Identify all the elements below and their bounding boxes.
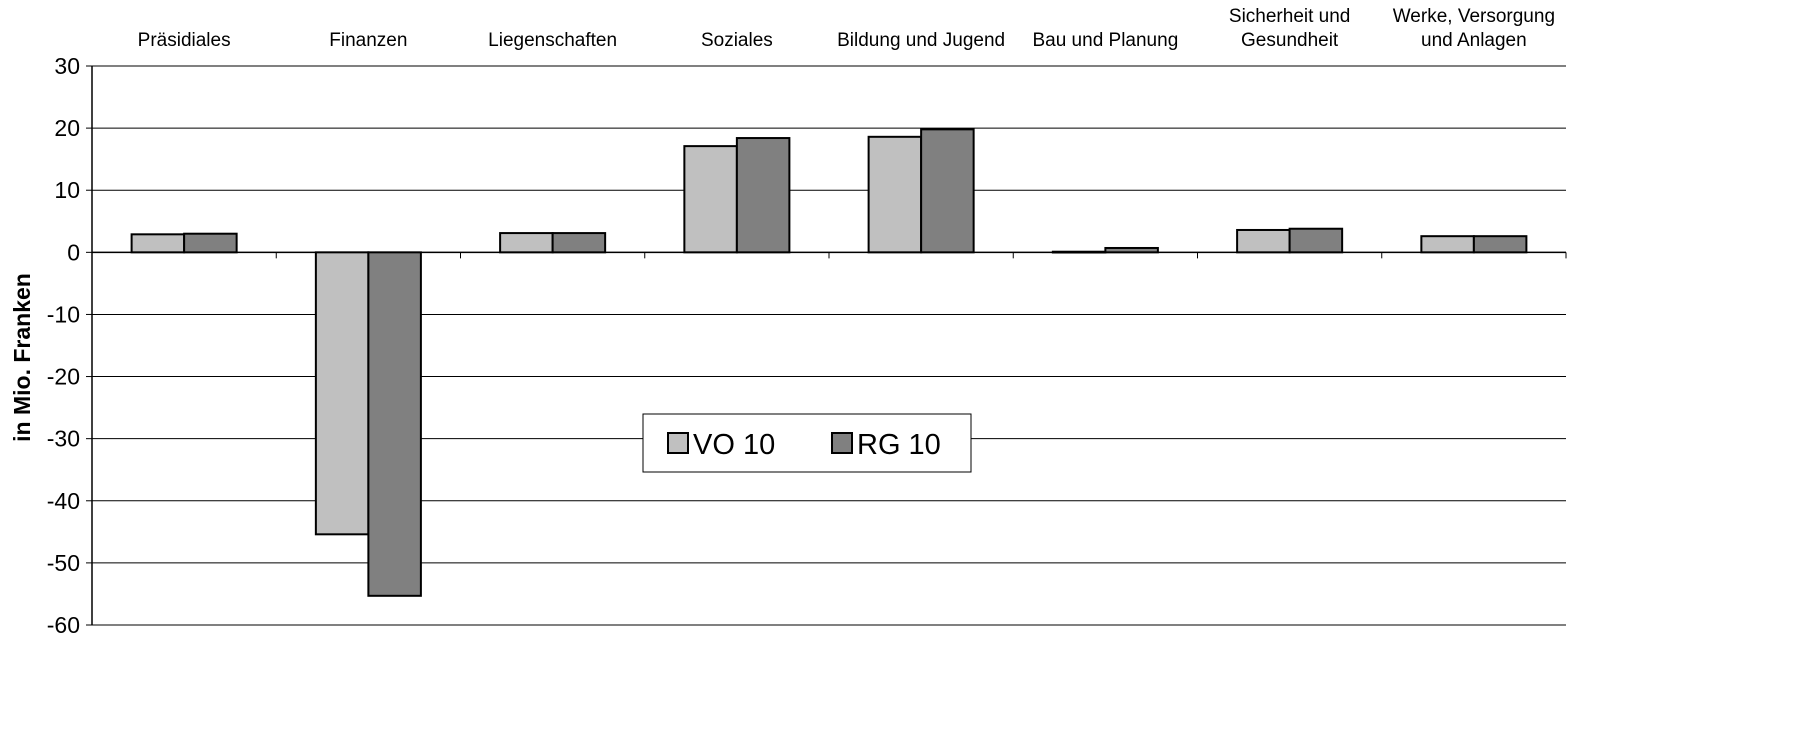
bar	[183, 232, 238, 254]
y-tick-label: -60	[47, 612, 80, 638]
y-tick-label: 30	[54, 53, 80, 79]
bar	[683, 145, 738, 254]
bar	[1288, 227, 1344, 254]
bar	[920, 128, 975, 254]
y-tick-label: -20	[47, 364, 80, 390]
y-tick-label: -30	[47, 426, 80, 452]
category-label: Gesundheit	[1241, 30, 1339, 51]
bar	[130, 233, 186, 254]
bar	[551, 232, 607, 254]
bar	[367, 251, 422, 597]
y-tick-label: 10	[54, 177, 80, 203]
gridlines	[92, 65, 1566, 626]
legend-label-rg10: RG 10	[857, 429, 941, 461]
category-labels: Präsidiales Finanzen Liegenschaften Soziale…	[138, 6, 1555, 51]
legend-box	[642, 413, 972, 473]
category-label: Finanzen	[329, 30, 407, 51]
legend-swatch-rg10	[831, 432, 853, 454]
axes	[86, 65, 1567, 626]
y-axis-label: in Mio. Franken	[9, 273, 35, 442]
legend-label-vo10: VO 10	[693, 429, 775, 461]
bar	[1472, 235, 1528, 254]
bar	[735, 137, 791, 254]
category-label: Bildung und Jugend	[837, 30, 1005, 51]
bar	[499, 232, 554, 254]
bar	[867, 135, 923, 254]
bars	[130, 128, 1528, 597]
bar	[1051, 250, 1107, 254]
category-label: Werke, Versorgung	[1393, 6, 1555, 27]
category-label: Sicherheit und	[1229, 6, 1350, 27]
legend-swatch-vo10	[667, 432, 689, 454]
y-tick-label: -40	[47, 488, 80, 514]
y-tick-label: 0	[67, 239, 80, 265]
y-tick-label: -10	[47, 301, 80, 327]
category-label: Liegenschaften	[488, 30, 617, 51]
bar	[1236, 228, 1291, 254]
bar	[1104, 246, 1159, 254]
bar	[1420, 235, 1475, 254]
bar	[314, 251, 370, 536]
category-label: Bau und Planung	[1032, 30, 1178, 51]
y-tick-labels: 30 20 10 0 -10 -20 -30 -40 -50 -60	[47, 53, 80, 638]
legend: VO 10 RG 10	[642, 413, 972, 473]
category-label: Soziales	[701, 30, 773, 51]
category-label: und Anlagen	[1421, 30, 1527, 51]
category-label: Präsidiales	[138, 30, 231, 51]
y-tick-label: -50	[47, 550, 80, 576]
y-tick-label: 20	[54, 115, 80, 141]
